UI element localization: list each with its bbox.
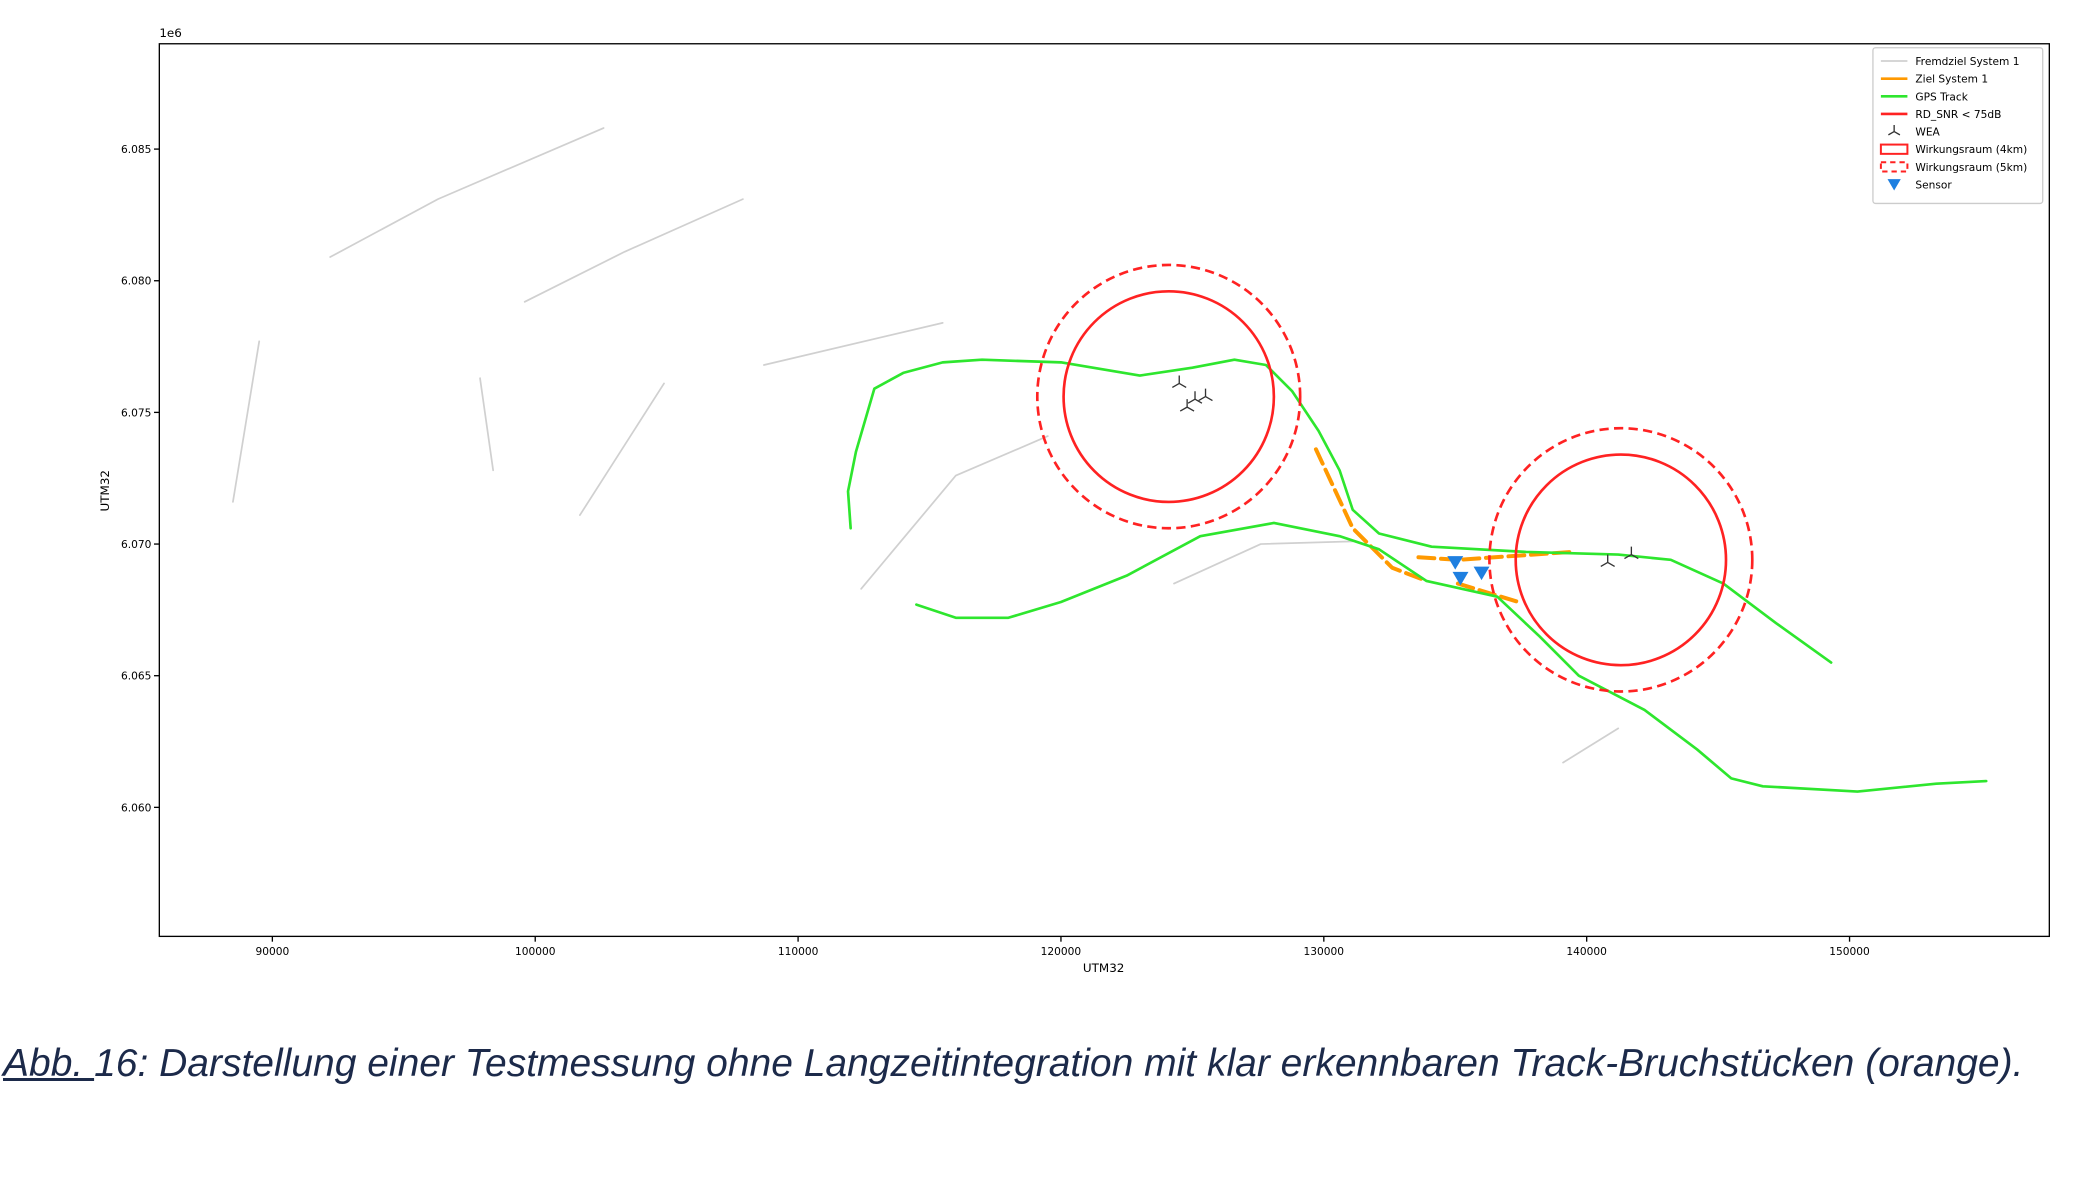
caption-label: Abb. — [3, 1042, 95, 1085]
y-tick-label: 6.060 — [121, 801, 152, 814]
x-tick-label: 120000 — [1041, 945, 1082, 958]
sensor-marker — [1452, 571, 1469, 586]
track-line — [329, 127, 605, 258]
x-tick-label: 100000 — [515, 945, 556, 958]
track-line — [915, 521, 1988, 793]
sensor-marker — [1473, 566, 1490, 581]
wea-marker — [1171, 375, 1187, 388]
legend-handle — [1879, 143, 1909, 155]
y-tick-label: 6.070 — [121, 538, 152, 551]
x-axis-label: UTM32 — [1083, 961, 1124, 975]
legend-box — [1872, 47, 2044, 205]
track-line — [846, 358, 1833, 664]
x-tick-label: 90000 — [255, 945, 289, 958]
track-line — [579, 382, 665, 516]
plot-frame — [158, 43, 2050, 938]
chart: 1e6 UTM32 UTM32 90000 100000 110000 120000 1… — [98, 26, 2050, 975]
y-axis-label: UTM32 — [98, 470, 112, 511]
wea-marker — [1624, 546, 1639, 560]
caption-text: 16: Darstellung einer Testmessung ohne L… — [94, 1042, 2024, 1085]
x-tick-label: 150000 — [1829, 945, 1870, 958]
track-line — [479, 377, 495, 472]
range-circle — [1514, 453, 1728, 667]
track-line — [1313, 447, 1429, 583]
x-tick-label: 110000 — [778, 945, 819, 958]
legend-label: RD_SNR < 75dB — [1915, 108, 2001, 121]
track-line — [1562, 727, 1620, 764]
x-tick-label: 140000 — [1566, 945, 1607, 958]
legend-label: Wirkungsraum (4km) — [1915, 143, 2027, 156]
sensor-marker — [1447, 556, 1464, 570]
range-circle — [1488, 426, 1754, 693]
legend-label: Ziel System 1 — [1915, 73, 1988, 86]
y-tick-label: 6.085 — [121, 143, 151, 156]
legend-label: WEA — [1915, 126, 1940, 139]
legend-label: Sensor — [1915, 178, 1952, 191]
legend-label: Fremdziel System 1 — [1915, 55, 2019, 68]
caption: Abb. 16: Darstellung einer Testmessung o… — [3, 1040, 2075, 1087]
track-line — [232, 340, 261, 503]
legend-label: GPS Track — [1915, 90, 1968, 103]
track-line — [860, 435, 1049, 590]
legend-handle — [1887, 179, 1901, 191]
wea-marker — [1179, 399, 1195, 412]
wea-marker — [1600, 554, 1615, 568]
track-line — [1455, 581, 1521, 604]
wea-marker — [1198, 388, 1213, 402]
wea-marker — [1187, 391, 1203, 404]
y-tick-label: 6.075 — [121, 406, 151, 419]
range-circle — [1062, 289, 1276, 504]
legend-handle — [1888, 124, 1901, 136]
track-line — [523, 198, 744, 303]
track-line — [1173, 540, 1354, 585]
track-line — [763, 322, 944, 366]
y-offset: 1e6 — [159, 26, 182, 40]
y-tick-label: 6.065 — [121, 670, 151, 683]
plot-area — [232, 127, 1988, 793]
range-circle — [1035, 263, 1302, 530]
x-tick-label: 130000 — [1304, 945, 1345, 958]
y-tick-label: 6.080 — [121, 275, 152, 288]
legend-label: Wirkungsraum (5km) — [1915, 161, 2027, 174]
legend-handle — [1879, 161, 1909, 173]
